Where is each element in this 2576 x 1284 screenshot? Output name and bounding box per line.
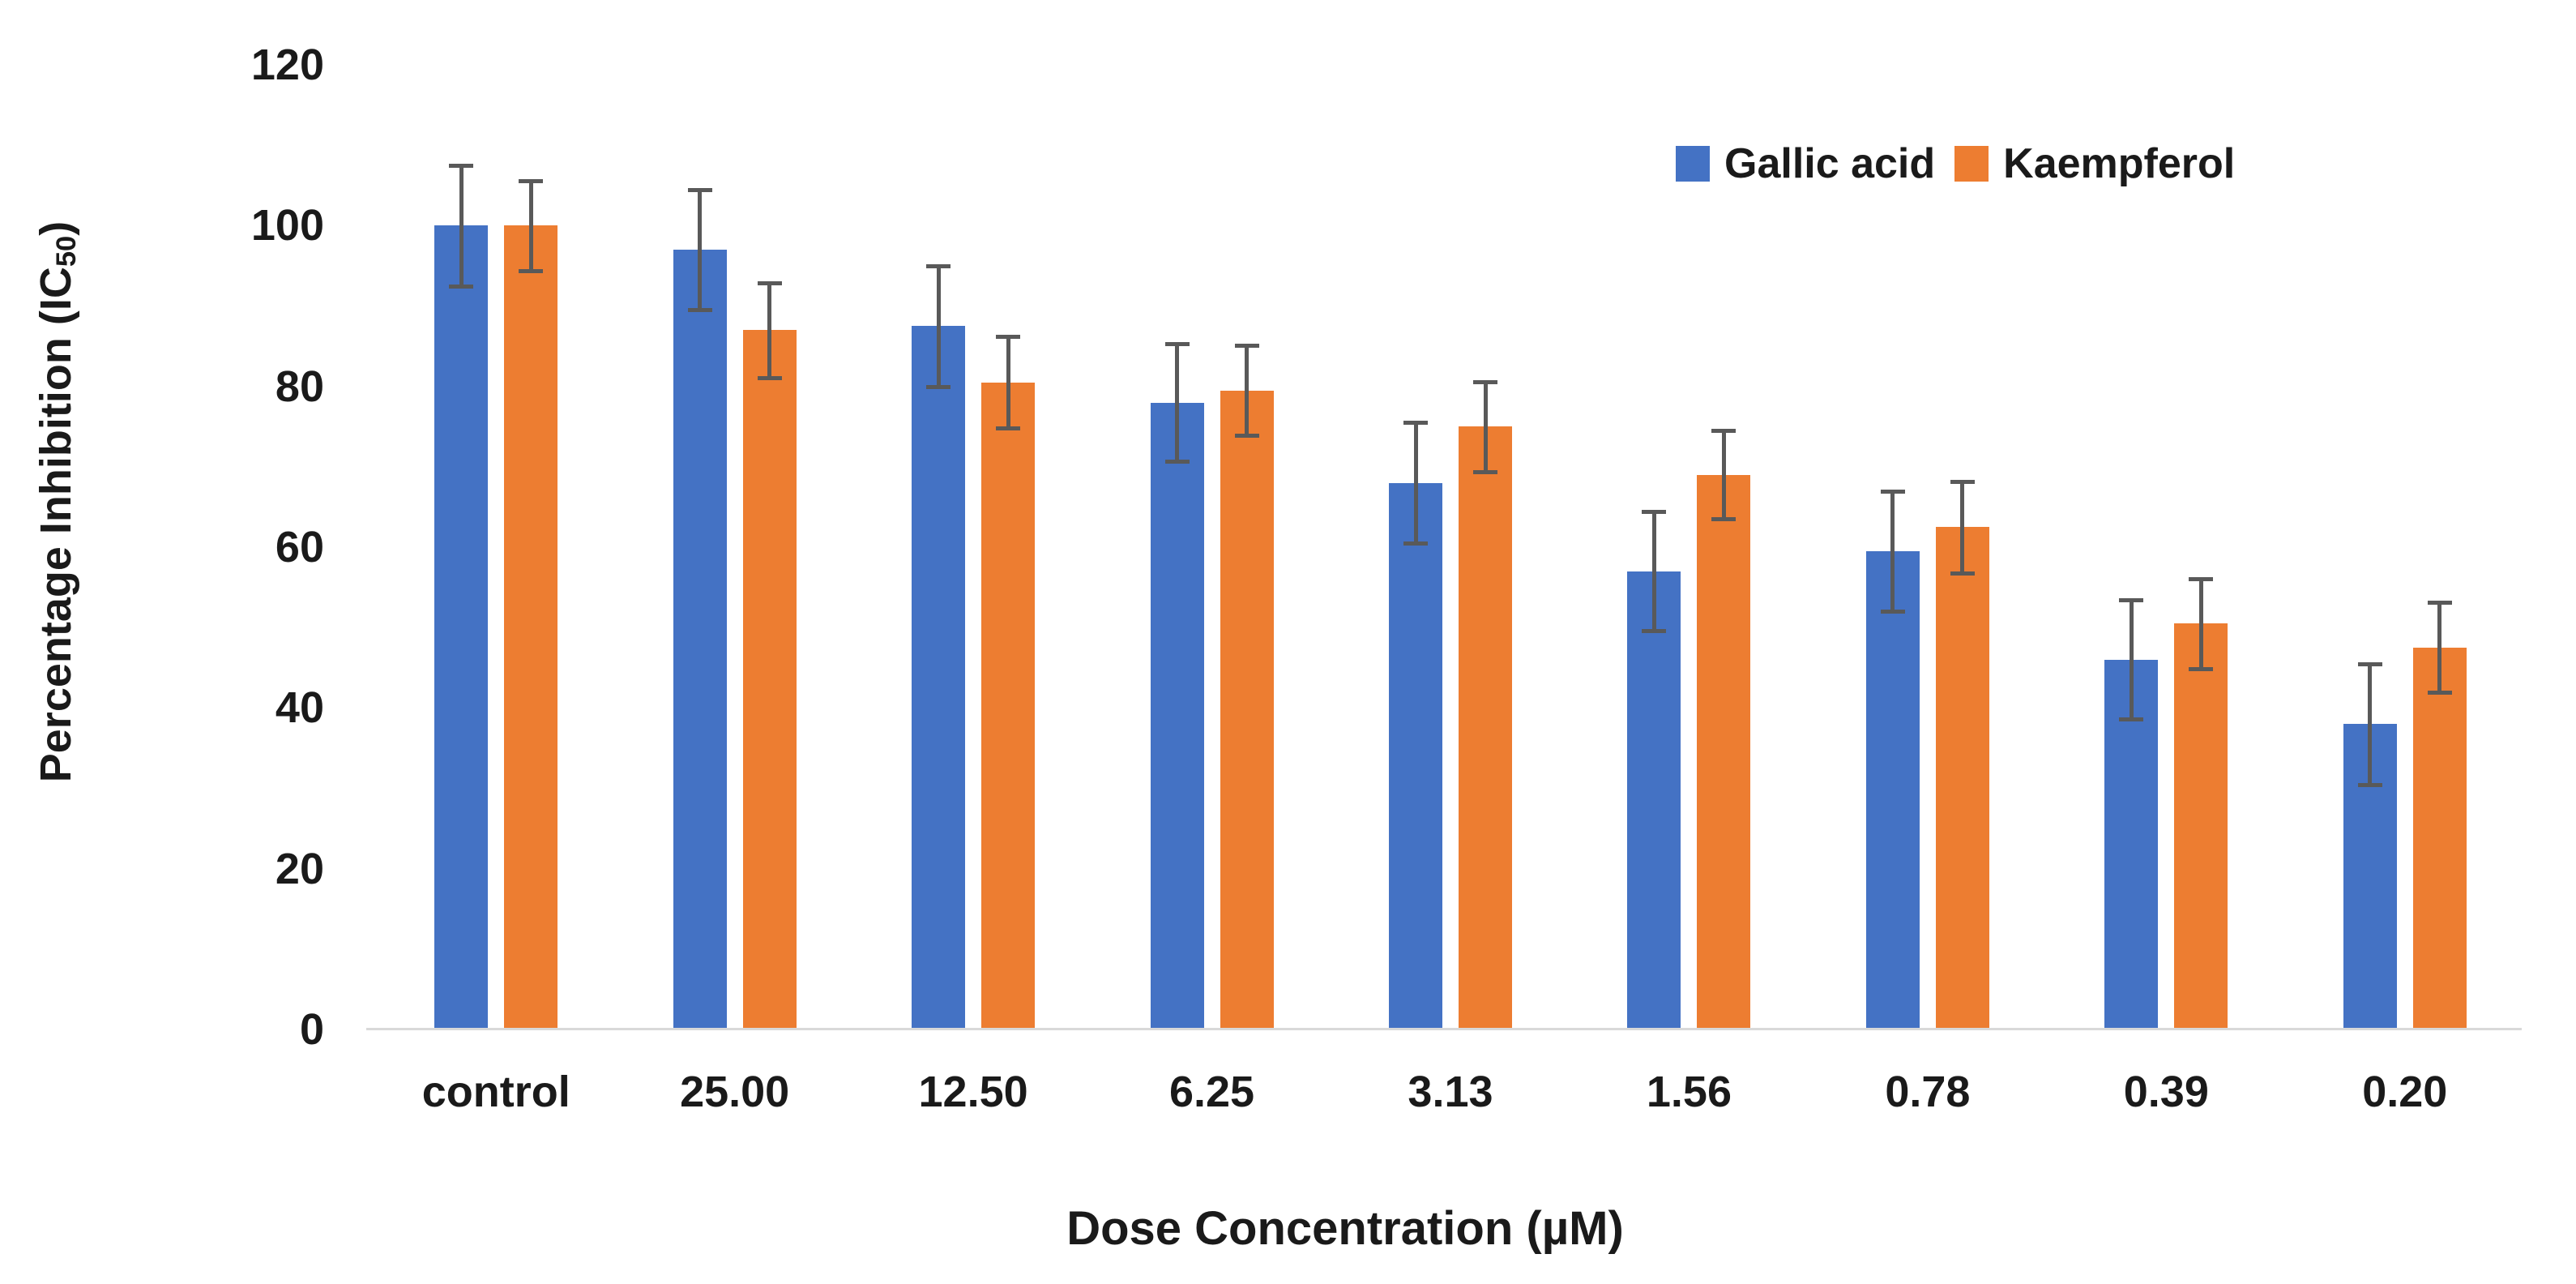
bar-kaempferol-0-39 (2174, 623, 2228, 1029)
error-bar-cap-bottom (1234, 434, 1259, 439)
error-bar-line (528, 180, 533, 271)
error-bar-line (1006, 336, 1010, 429)
legend-swatch-kaempferol (1954, 146, 1989, 182)
bar-kaempferol-12-50 (981, 382, 1036, 1029)
error-bar-cap-top (1403, 421, 1428, 426)
error-bar-cap-bottom (1642, 629, 1667, 634)
x-tick-label: 0.39 (2123, 1068, 2209, 1116)
legend-item-kaempferol: Kaempferol (1954, 139, 2235, 188)
error-bar-cap-top (1234, 344, 1259, 349)
error-bar-cap-top (1880, 489, 1905, 494)
x-tick-label: 25.00 (680, 1068, 790, 1116)
x-tick-label: control (421, 1068, 570, 1116)
error-bar-line (459, 165, 464, 286)
bar-kaempferol-control (504, 225, 558, 1029)
error-bar-cap-bottom (926, 384, 951, 389)
error-bar-cap-top (449, 163, 474, 168)
error-bar-cap-top (1642, 510, 1667, 515)
error-bar-line (2198, 578, 2203, 669)
error-bar-cap-top (1950, 479, 1975, 484)
error-bar-line (698, 189, 703, 310)
error-bar-line (1721, 430, 1726, 520)
error-bar-cap-top (2427, 601, 2452, 606)
y-tick-label: 20 (275, 844, 324, 893)
x-tick-label: 6.25 (1168, 1068, 1255, 1116)
error-bar-cap-bottom (2189, 666, 2214, 671)
error-bar-cap-top (2189, 576, 2214, 581)
error-bar-cap-bottom (1711, 517, 1737, 522)
error-bar-cap-bottom (1880, 610, 1905, 614)
x-tick-label: 12.50 (918, 1068, 1028, 1116)
error-bar-line (1651, 511, 1656, 631)
error-bar-line (1483, 381, 1488, 472)
error-bar-line (1175, 344, 1180, 461)
error-bar-line (1960, 481, 1965, 573)
x-tick-label: 1.56 (1646, 1068, 1732, 1116)
error-bar-cap-top (996, 335, 1021, 340)
error-bar-line (1245, 345, 1250, 436)
error-bar-cap-top (757, 280, 782, 285)
error-bar-cap-bottom (449, 284, 474, 289)
y-tick-label: 0 (299, 1005, 324, 1054)
error-bar-cap-top (926, 263, 951, 268)
legend: Gallic acid Kaempferol (1676, 139, 2235, 188)
error-bar-line (767, 282, 772, 378)
error-bar-cap-top (687, 187, 712, 192)
bar-gallic-acid-3-13 (1389, 482, 1442, 1029)
error-bar-line (1413, 422, 1418, 544)
error-bar-line (1890, 490, 1895, 612)
bar-kaempferol-1-56 (1697, 474, 1751, 1029)
error-bar-cap-bottom (1164, 459, 1190, 464)
bar-gallic-acid-25-00 (673, 250, 727, 1029)
error-bar-cap-top (2119, 598, 2144, 603)
x-axis-line (366, 1028, 2522, 1030)
error-bar-cap-bottom (996, 426, 1021, 431)
error-bar-cap-bottom (2119, 717, 2144, 722)
error-bar-line (936, 265, 941, 387)
legend-swatch-gallic-acid (1676, 146, 1710, 182)
bar-gallic-acid-0-78 (1865, 550, 1920, 1029)
error-bar-cap-bottom (757, 375, 782, 380)
error-bar-cap-bottom (519, 268, 544, 273)
bar-kaempferol-25-00 (742, 330, 797, 1029)
error-bar-cap-top (1164, 342, 1190, 347)
legend-item-gallic-acid: Gallic acid (1676, 139, 1935, 188)
error-bar-cap-bottom (1403, 541, 1428, 546)
bar-kaempferol-3-13 (1459, 426, 1512, 1029)
error-bar-cap-bottom (1473, 469, 1497, 474)
x-tick-label: 0.20 (2362, 1068, 2448, 1116)
bar-gallic-acid-6-25 (1150, 402, 1204, 1029)
x-tick-label: 3.13 (1408, 1068, 1493, 1116)
error-bar-line (2437, 602, 2442, 693)
y-tick-label: 60 (275, 523, 324, 571)
y-tick-label: 80 (275, 362, 324, 411)
bar-gallic-acid-control (434, 225, 489, 1029)
bar-kaempferol-0-78 (1935, 527, 1989, 1029)
y-tick-label: 100 (250, 201, 324, 250)
error-bar-cap-bottom (1950, 571, 1975, 576)
error-bar-line (2368, 663, 2373, 785)
error-bar-cap-top (2357, 661, 2382, 666)
legend-label-kaempferol: Kaempferol (2003, 140, 2236, 187)
bar-kaempferol-6-25 (1220, 390, 1274, 1029)
error-bar-cap-top (1711, 429, 1737, 434)
x-tick-label: 0.78 (1885, 1068, 1971, 1116)
error-bar-cap-bottom (2357, 782, 2382, 787)
error-bar-cap-bottom (687, 308, 712, 313)
y-tick-label: 120 (250, 41, 324, 89)
error-bar-cap-bottom (2427, 691, 2452, 696)
error-bar-line (2129, 600, 2134, 720)
legend-label-gallic-acid: Gallic acid (1724, 140, 1936, 187)
x-axis-title: Dose Concentration (µM) (1066, 1202, 1624, 1255)
bar-kaempferol-0-20 (2412, 647, 2467, 1029)
error-bar-cap-top (1473, 379, 1497, 384)
bar-gallic-acid-12-50 (912, 326, 966, 1029)
error-bar-cap-top (519, 178, 544, 183)
y-tick-label: 40 (275, 683, 324, 733)
bar-gallic-acid-1-56 (1627, 571, 1681, 1029)
